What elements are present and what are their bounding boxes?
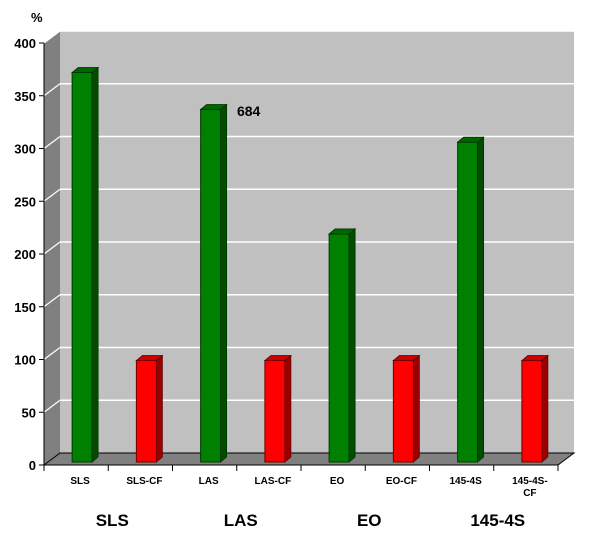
bar-top <box>328 228 357 235</box>
y-tick-label: 400 <box>14 36 36 51</box>
gridline-side <box>43 83 61 97</box>
group-label: LAS <box>224 511 258 530</box>
bar-side <box>412 354 420 463</box>
bar <box>392 354 421 463</box>
bar-side <box>348 228 356 463</box>
gridline-side <box>43 399 61 413</box>
category-label: EO <box>330 476 345 487</box>
gridline-side <box>43 30 61 44</box>
gridline-side <box>43 188 61 202</box>
bar-top <box>456 136 485 143</box>
group-label: SLS <box>96 511 129 530</box>
y-unit-label: % <box>31 10 43 25</box>
gridline-side <box>43 294 61 308</box>
bar-front <box>457 141 479 463</box>
category-label: LAS <box>199 476 219 487</box>
bar-top <box>135 355 164 361</box>
bar-side <box>155 354 163 463</box>
bars <box>71 66 549 463</box>
bar <box>328 228 357 463</box>
bar-top <box>392 355 421 361</box>
y-tick-label: 100 <box>14 353 36 368</box>
bar-top <box>71 67 100 73</box>
gridline-side <box>43 136 61 149</box>
bar <box>199 103 228 463</box>
bar-side <box>220 103 228 463</box>
bar-side <box>91 66 99 463</box>
y-tick-label: 150 <box>14 300 36 315</box>
bar-front <box>328 233 350 463</box>
category-label: 145-4S <box>450 476 483 487</box>
bar <box>520 354 549 463</box>
y-tick-label: 250 <box>14 194 36 209</box>
bar-front <box>200 108 222 463</box>
bar-front <box>135 360 157 463</box>
category-label: EO-CF <box>386 476 417 487</box>
category-label: SLS-CF <box>126 476 162 487</box>
bar-top <box>520 355 549 361</box>
category-label: LAS-CF <box>255 476 292 487</box>
bar-side <box>541 354 549 463</box>
bar-top <box>199 104 228 110</box>
group-label: EO <box>357 511 382 530</box>
bar <box>263 354 292 463</box>
gridline-side <box>43 241 61 255</box>
bar <box>135 354 164 463</box>
gridline-side <box>43 347 61 360</box>
category-label: SLS <box>70 476 90 487</box>
bar <box>71 66 100 463</box>
bar-side <box>477 136 485 463</box>
labels: 0 50 100 150 200 250 300 350 400% SLS SLS-CF LAS LAS… <box>14 10 547 530</box>
y-tick-label: 300 <box>14 142 36 157</box>
y-tick-label: 0 <box>29 458 36 473</box>
bar-side <box>284 354 292 463</box>
annotation-label: 684 <box>237 103 261 119</box>
gridlines <box>43 30 574 413</box>
bar-front <box>264 360 286 463</box>
bar-front <box>71 72 93 463</box>
bar-front <box>392 360 414 463</box>
y-tick-label: 50 <box>22 405 36 420</box>
bar-top <box>263 355 292 361</box>
category-label: 145-4S-CF <box>512 476 548 499</box>
bar-front <box>521 360 543 463</box>
group-label: 145-4S <box>470 511 525 530</box>
axes <box>39 42 559 471</box>
bar <box>456 136 485 463</box>
y-tick-label: 350 <box>14 89 36 104</box>
y-tick-label: 200 <box>14 247 36 262</box>
floor <box>42 452 576 466</box>
